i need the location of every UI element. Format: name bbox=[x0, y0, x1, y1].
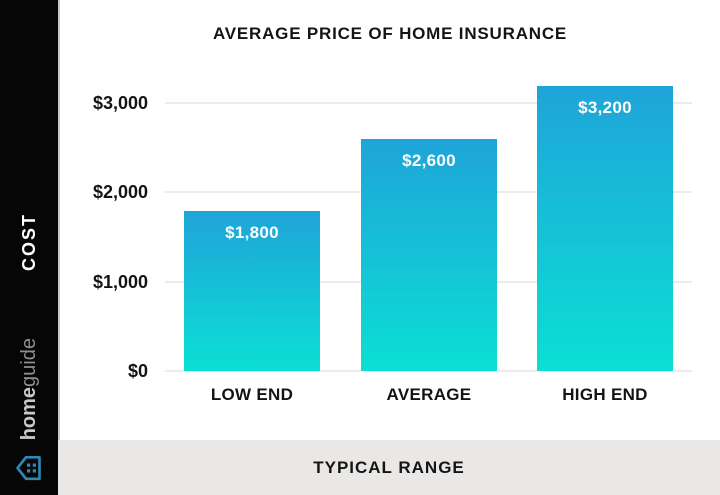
y-tick-0: $0 bbox=[127, 361, 148, 381]
x-label-average: AVERAGE bbox=[386, 385, 472, 404]
bar-value-label: $3,200 bbox=[578, 98, 632, 117]
bar-value-label: $1,800 bbox=[225, 223, 279, 242]
brand-text: homeguide bbox=[18, 338, 41, 440]
y-axis-title: COST bbox=[18, 213, 39, 272]
sidebar-divider bbox=[58, 0, 60, 495]
homeguide-house-icon bbox=[16, 455, 41, 481]
bar-low-end: $1,800 bbox=[184, 211, 320, 371]
brand-wordmark: homeguide bbox=[0, 330, 58, 448]
brand-icon-wrap bbox=[0, 450, 58, 486]
footer-label: TYPICAL RANGE bbox=[313, 457, 465, 477]
gridline-0 bbox=[165, 370, 692, 372]
brand-home-text: home bbox=[17, 386, 40, 441]
cost-sidebar: COST homeguide bbox=[0, 0, 58, 495]
footer-bar: TYPICAL RANGE bbox=[58, 440, 720, 495]
gridline-3000 bbox=[165, 102, 692, 104]
bar-high-end: $3,200 bbox=[537, 86, 673, 371]
y-tick-1000: $1,000 bbox=[92, 272, 148, 292]
brand-guide-text: guide bbox=[17, 337, 40, 387]
x-label-low-end: LOW END bbox=[210, 385, 294, 404]
y-tick-3000: $3,000 bbox=[92, 93, 148, 113]
x-label-high-end: HIGH END bbox=[562, 385, 648, 404]
bar-value-label: $2,600 bbox=[402, 151, 456, 170]
bar-average: $2,600 bbox=[361, 139, 497, 371]
y-axis-title-wrap: COST bbox=[0, 200, 58, 285]
chart-title: AVERAGE PRICE OF HOME INSURANCE bbox=[212, 24, 568, 43]
y-tick-2000: $2,000 bbox=[92, 182, 148, 202]
